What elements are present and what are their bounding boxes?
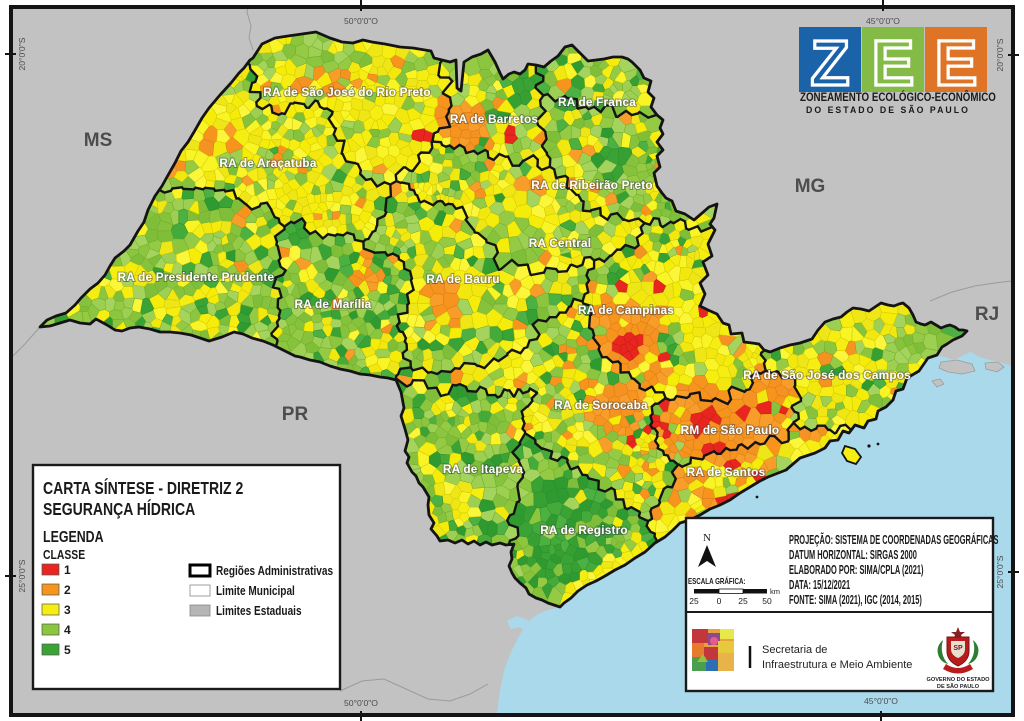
- svg-text:GOVERNO DO ESTADO: GOVERNO DO ESTADO: [927, 677, 991, 683]
- svg-text:SEGURANÇA HÍDRICA: SEGURANÇA HÍDRICA: [43, 498, 196, 519]
- svg-text:DE SÃO PAULO: DE SÃO PAULO: [937, 683, 980, 690]
- svg-text:Limites Estaduais: Limites Estaduais: [216, 605, 302, 618]
- svg-text:ESCALA GRÁFICA:: ESCALA GRÁFICA:: [688, 576, 746, 586]
- svg-text:Regiões Administrativas: Regiões Administrativas: [216, 565, 333, 578]
- svg-text:Z: Z: [810, 27, 849, 99]
- svg-text:CARTA SÍNTESE - DIRETRIZ 2: CARTA SÍNTESE - DIRETRIZ 2: [43, 477, 243, 498]
- svg-text:CLASSE: CLASSE: [43, 548, 85, 562]
- svg-text:ELABORADO POR: SIMA/CPLA (2021: ELABORADO POR: SIMA/CPLA (2021): [789, 564, 923, 577]
- svg-text:PROJEÇÃO: SISTEMA DE COORDENAD: PROJEÇÃO: SISTEMA DE COORDENADAS GEOGRÁF…: [789, 532, 998, 548]
- svg-text:DO ESTADO DE SÃO PAULO: DO ESTADO DE SÃO PAULO: [806, 105, 970, 115]
- svg-text:RA de Bauru: RA de Bauru: [426, 272, 499, 286]
- svg-text:km: km: [770, 587, 780, 596]
- svg-text:RA de Santos: RA de Santos: [687, 465, 766, 479]
- svg-text:PR: PR: [282, 404, 309, 425]
- svg-text:E: E: [872, 27, 915, 99]
- svg-text:50: 50: [762, 596, 772, 606]
- svg-text:25: 25: [689, 596, 699, 606]
- svg-text:ZONEAMENTO ECOLÓGICO-ECONÔMICO: ZONEAMENTO ECOLÓGICO-ECONÔMICO: [800, 90, 996, 104]
- svg-text:20°0'0"S: 20°0'0"S: [995, 38, 1005, 71]
- svg-text:RM de São Paulo: RM de São Paulo: [681, 423, 780, 437]
- svg-text:45°0'0"O: 45°0'0"O: [864, 696, 898, 706]
- svg-text:RA de Ribeirão Preto: RA de Ribeirão Preto: [531, 178, 653, 192]
- svg-text:Infraestrutura e Meio Ambiente: Infraestrutura e Meio Ambiente: [762, 659, 912, 671]
- svg-text:RJ: RJ: [975, 304, 999, 325]
- svg-text:SP: SP: [953, 645, 963, 652]
- svg-text:DATUM HORIZONTAL: SIRGAS 2000: DATUM HORIZONTAL: SIRGAS 2000: [789, 549, 917, 562]
- svg-text:45°0'0"O: 45°0'0"O: [866, 16, 900, 26]
- svg-text:0: 0: [717, 596, 722, 606]
- svg-text:RA de Franca: RA de Franca: [558, 95, 636, 109]
- svg-text:2: 2: [64, 583, 71, 597]
- svg-text:RA de Itapeva: RA de Itapeva: [443, 462, 523, 476]
- svg-text:4: 4: [64, 623, 71, 637]
- svg-text:MG: MG: [795, 176, 826, 197]
- svg-text:MS: MS: [84, 130, 113, 151]
- svg-text:RA de Registro: RA de Registro: [540, 523, 628, 537]
- svg-text:20°0'0"S: 20°0'0"S: [17, 37, 27, 70]
- svg-text:Limite Municipal: Limite Municipal: [216, 585, 295, 598]
- svg-text:RA Central: RA Central: [529, 236, 592, 250]
- svg-text:RA de Campinas: RA de Campinas: [578, 303, 674, 317]
- svg-text:FONTE: SIMA (2021), IGC (2014,: FONTE: SIMA (2021), IGC (2014, 2015): [789, 594, 922, 607]
- svg-text:RA de São José do Rio Preto: RA de São José do Rio Preto: [263, 85, 431, 99]
- svg-text:50°0'0"O: 50°0'0"O: [344, 16, 378, 26]
- svg-text:25°0'0"S: 25°0'0"S: [17, 559, 27, 592]
- svg-text:3: 3: [64, 603, 71, 617]
- svg-text:1: 1: [64, 563, 71, 577]
- svg-text:RA de Barretos: RA de Barretos: [450, 112, 538, 126]
- svg-text:RA de Presidente Prudente: RA de Presidente Prudente: [118, 270, 275, 284]
- svg-text:E: E: [935, 27, 978, 99]
- svg-text:RA de Marília: RA de Marília: [295, 297, 372, 311]
- svg-text:25: 25: [738, 596, 748, 606]
- svg-text:DATA: 15/12/2021: DATA: 15/12/2021: [789, 579, 850, 592]
- svg-text:50°0'0"O: 50°0'0"O: [344, 698, 378, 708]
- svg-text:Secretaria de: Secretaria de: [762, 644, 827, 656]
- svg-text:RA de Araçatuba: RA de Araçatuba: [219, 156, 316, 170]
- svg-text:RA de Sorocaba: RA de Sorocaba: [554, 398, 648, 412]
- svg-text:N: N: [703, 532, 711, 544]
- svg-text:LEGENDA: LEGENDA: [43, 528, 104, 546]
- svg-text:25°0'0"S: 25°0'0"S: [995, 555, 1005, 588]
- svg-text:RA de São José dos Campos: RA de São José dos Campos: [743, 368, 911, 382]
- svg-text:5: 5: [64, 643, 71, 657]
